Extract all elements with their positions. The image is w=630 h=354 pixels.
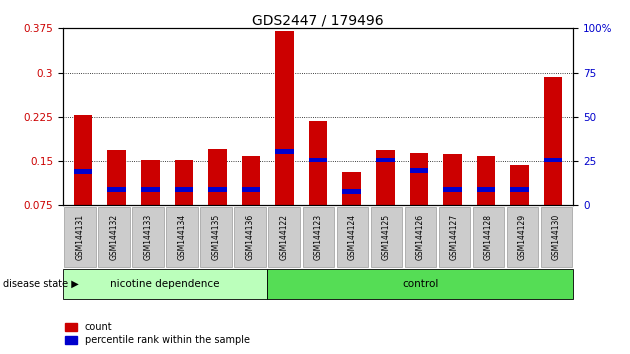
Bar (309, 158, 328, 162)
Bar (343, 172, 361, 205)
Bar (444, 187, 462, 192)
Bar (343, 189, 361, 194)
Bar (275, 149, 294, 154)
Bar (141, 160, 159, 205)
Title: GDS2447 / 179496: GDS2447 / 179496 (253, 13, 384, 27)
Text: GSM144132: GSM144132 (110, 214, 118, 260)
Bar (309, 121, 328, 205)
Legend: count, percentile rank within the sample: count, percentile rank within the sample (62, 319, 254, 349)
Bar (74, 169, 93, 174)
Text: GSM144122: GSM144122 (280, 214, 289, 260)
Text: GSM144131: GSM144131 (76, 214, 84, 260)
Bar (74, 115, 93, 205)
Bar (376, 150, 394, 205)
Text: GSM144124: GSM144124 (348, 214, 357, 260)
Bar (275, 31, 294, 205)
Text: nicotine dependence: nicotine dependence (110, 279, 220, 289)
Bar (544, 158, 563, 162)
Bar (410, 153, 428, 205)
Bar (242, 187, 260, 192)
Text: GSM144125: GSM144125 (382, 214, 391, 260)
Bar (410, 168, 428, 173)
Text: GSM144126: GSM144126 (416, 214, 425, 260)
Bar (242, 156, 260, 205)
Bar (175, 160, 193, 205)
Text: GSM144128: GSM144128 (484, 214, 493, 260)
Bar (376, 158, 394, 162)
Text: GSM144129: GSM144129 (518, 214, 527, 260)
Text: GSM144130: GSM144130 (552, 214, 561, 260)
Text: disease state ▶: disease state ▶ (3, 279, 79, 289)
Text: GSM144136: GSM144136 (246, 214, 255, 260)
Bar (444, 154, 462, 205)
Bar (108, 150, 126, 205)
Bar (477, 156, 495, 205)
Text: GSM144133: GSM144133 (144, 214, 152, 260)
Text: GSM144134: GSM144134 (178, 214, 186, 260)
Text: GSM144127: GSM144127 (450, 214, 459, 260)
Bar (141, 187, 159, 192)
Bar (510, 187, 529, 192)
Bar (175, 187, 193, 192)
Text: control: control (402, 279, 438, 289)
Bar (477, 187, 495, 192)
Bar (208, 187, 227, 192)
Text: GSM144135: GSM144135 (212, 214, 220, 260)
Bar (544, 77, 563, 205)
Bar (510, 165, 529, 205)
Bar (108, 187, 126, 192)
Bar (208, 149, 227, 205)
Text: GSM144123: GSM144123 (314, 214, 323, 260)
